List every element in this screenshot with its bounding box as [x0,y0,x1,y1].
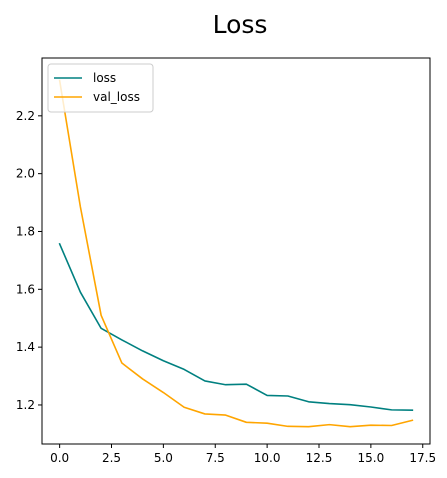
y-tick-label: 1.2 [16,398,35,412]
ticks-layer: 0.0 2.5 5.0 7.5 10.0 12.5 15.0 17.5 1.2 1.4 1.6 1.8… [16,109,436,465]
y-tick-label: 1.8 [16,224,35,238]
x-tick-label: 2.5 [102,451,121,465]
x-tick-label: 7.5 [206,451,225,465]
y-tick-label: 1.4 [16,340,35,354]
y-tick-label: 2.2 [16,109,35,123]
series-line-val-loss [58,79,414,428]
x-tick-label: 12.5 [306,451,333,465]
x-tick-label: 10.0 [254,451,281,465]
y-tick-label: 2.0 [16,167,35,181]
x-tick-label: 17.5 [409,451,436,465]
x-tick-label: 0.0 [50,451,69,465]
lines-layer [58,79,414,428]
x-tick-label: 15.0 [358,451,385,465]
legend-label: loss [93,71,116,85]
plot-frame [41,57,431,445]
series-line-loss [58,242,414,411]
x-tick-label: 5.0 [154,451,173,465]
legend-label: val_loss [93,90,140,104]
legend: loss val_loss [47,63,154,113]
legend-box [47,63,154,113]
y-tick-label: 1.6 [16,282,35,296]
chart-title: Loss [213,10,268,39]
